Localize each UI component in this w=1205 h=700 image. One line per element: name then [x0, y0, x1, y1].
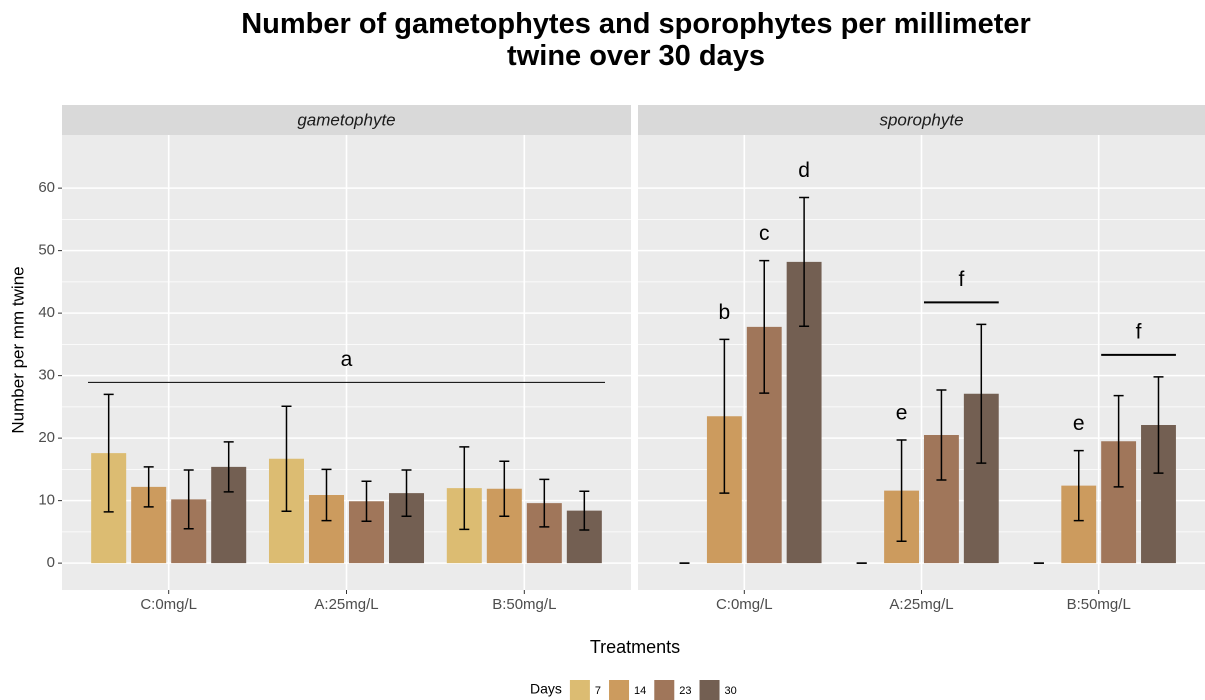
legend-swatch — [609, 680, 630, 700]
y-tick-label: 0 — [47, 554, 55, 571]
legend-swatch — [699, 680, 720, 700]
error-bar — [579, 490, 590, 531]
legend-label: 30 — [725, 685, 737, 697]
strip-background — [638, 105, 1205, 135]
error-bar — [361, 480, 372, 522]
error-bar — [499, 460, 510, 517]
error-bar — [143, 466, 154, 508]
y-tick-label: 30 — [38, 367, 55, 384]
y-tick-label: 60 — [38, 179, 55, 196]
error-bar — [321, 468, 332, 522]
error-bar — [759, 259, 770, 394]
legend-label: 7 — [595, 685, 601, 697]
error-bar — [936, 389, 947, 481]
y-tick-label: 40 — [38, 304, 55, 321]
strip-label: gametophyte — [297, 110, 395, 129]
x-tick-label: C:0mg/L — [140, 596, 197, 613]
error-bar — [896, 439, 907, 542]
chart-title: Number of gametophytes and sporophytes p… — [241, 8, 1031, 72]
y-tick-label: 20 — [38, 429, 55, 446]
x-tick-label: A:25mg/L — [889, 596, 953, 613]
strip-background — [62, 105, 631, 135]
y-axis-title: Number per mm twine — [8, 266, 27, 433]
x-tick-label: C:0mg/L — [716, 596, 773, 613]
strip-label: sporophyte — [879, 110, 963, 129]
x-axis-title: Treatments — [590, 637, 680, 657]
error-bar — [1073, 449, 1084, 522]
error-bar — [103, 393, 114, 513]
legend-label: 23 — [679, 685, 691, 697]
x-tick-label: A:25mg/L — [314, 596, 378, 613]
significance-label: d — [798, 159, 810, 182]
significance-label: f — [1136, 320, 1142, 343]
x-tick-label: B:50mg/L — [1067, 596, 1131, 613]
error-bar — [1113, 394, 1124, 488]
error-bar — [799, 196, 810, 327]
x-tick-label: B:50mg/L — [492, 596, 556, 613]
error-bar — [719, 338, 730, 494]
error-bar — [1153, 376, 1164, 474]
significance-label: c — [759, 222, 770, 245]
error-bar — [183, 469, 194, 530]
error-bar — [539, 478, 550, 528]
significance-label: e — [1073, 412, 1085, 435]
error-bar — [976, 323, 987, 464]
error-bar — [459, 446, 470, 531]
legend-title: Days — [530, 681, 562, 697]
y-tick-label: 10 — [38, 492, 55, 509]
significance-label: f — [958, 268, 964, 291]
error-bar — [281, 405, 292, 512]
error-bar — [223, 441, 234, 493]
significance-label: a — [341, 348, 353, 371]
significance-label: b — [719, 301, 731, 324]
y-tick-label: 50 — [38, 242, 55, 259]
legend-label: 14 — [634, 685, 646, 697]
legend-swatch — [569, 680, 590, 700]
significance-label: e — [896, 402, 908, 425]
error-bar — [401, 469, 412, 517]
legend-swatch — [654, 680, 675, 700]
